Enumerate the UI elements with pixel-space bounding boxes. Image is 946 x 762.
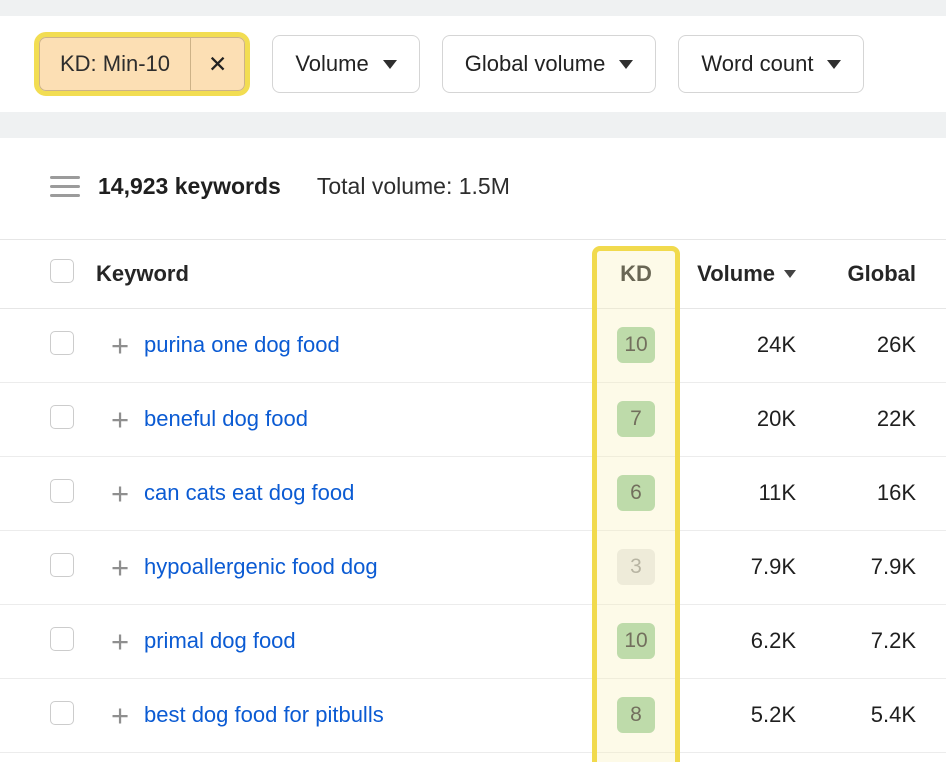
global-volume-value: 22K — [876, 406, 916, 431]
column-header-volume[interactable]: Volume — [681, 261, 796, 287]
chevron-down-icon — [382, 59, 397, 69]
select-all-checkbox[interactable] — [50, 258, 74, 283]
kd-badge: 10 — [617, 623, 655, 659]
add-keyword-icon[interactable]: + — [110, 475, 130, 511]
kd-badge: 8 — [617, 697, 655, 733]
global-volume-value: 16K — [876, 480, 916, 505]
results-panel: 14,923 keywords Total volume: 1.5M Keywo… — [0, 138, 946, 762]
global-volume-filter-dropdown[interactable]: Global volume — [441, 35, 657, 93]
volume-filter-dropdown[interactable]: Volume — [272, 35, 420, 93]
volume-value: 5.2K — [750, 702, 796, 727]
global-volume-value: 7.2K — [870, 628, 916, 653]
filter-bar: KD: Min-10 ✕ Volume Global volume Word c… — [0, 16, 946, 112]
add-keyword-icon[interactable]: + — [110, 549, 130, 585]
add-keyword-icon[interactable]: + — [110, 697, 130, 733]
keyword-link[interactable]: purina one dog food — [144, 332, 340, 357]
kd-filter-label: KD: Min-10 — [60, 51, 171, 76]
column-header-keyword[interactable]: Keyword — [96, 260, 189, 286]
row-checkbox[interactable] — [50, 552, 74, 577]
keyword-link[interactable]: hypoallergenic food dog — [144, 554, 378, 579]
word-count-filter-dropdown[interactable]: Word count — [678, 35, 865, 93]
column-header-volume-label: Volume — [697, 260, 775, 286]
table-header-row: Keyword KD Volume Global — [0, 238, 946, 309]
row-checkbox[interactable] — [50, 478, 74, 503]
global-volume-value: 26K — [876, 332, 916, 357]
chip-divider — [190, 38, 192, 90]
total-volume: Total volume: 1.5M — [316, 172, 510, 199]
add-keyword-icon[interactable]: + — [110, 401, 130, 437]
volume-value: 6.2K — [750, 628, 796, 653]
keyword-link[interactable]: primal dog food — [144, 628, 296, 653]
table-row: + beneful dog food 7 20K 22K — [0, 383, 946, 457]
volume-filter-label: Volume — [295, 51, 369, 76]
row-checkbox[interactable] — [50, 700, 74, 725]
sort-descending-icon — [784, 269, 796, 278]
column-header-global[interactable]: Global — [847, 260, 916, 286]
kd-badge: 6 — [617, 475, 655, 511]
volume-value: 11K — [758, 480, 796, 505]
add-keyword-icon[interactable]: + — [110, 327, 130, 363]
keyword-link[interactable]: beneful dog food — [144, 406, 308, 431]
volume-value: 24K — [756, 332, 796, 357]
kd-filter-highlight: KD: Min-10 ✕ — [34, 32, 251, 96]
add-keyword-icon[interactable]: + — [110, 623, 130, 659]
keywords-count: 14,923 keywords — [98, 172, 281, 199]
table-row: + purina one dog food 10 24K 26K — [0, 309, 946, 383]
volume-value: 20K — [756, 406, 796, 431]
kd-badge: 10 — [617, 327, 655, 363]
keyword-link[interactable]: can cats eat dog food — [144, 480, 355, 505]
global-volume-value: 7.9K — [870, 554, 916, 579]
row-checkbox[interactable] — [50, 404, 74, 429]
kd-badge: 7 — [617, 401, 655, 437]
chevron-down-icon — [619, 59, 634, 69]
global-volume-value: 5.4K — [870, 702, 916, 727]
kd-filter-chip[interactable]: KD: Min-10 ✕ — [39, 37, 246, 91]
keyword-link[interactable]: best dog food for pitbulls — [144, 702, 384, 727]
row-checkbox[interactable] — [50, 330, 74, 355]
table-row: + hypoallergenic food dog 3 7.9K 7.9K — [0, 531, 946, 605]
table-row: + best dog food for pitbulls 8 5.2K 5.4K — [0, 679, 946, 753]
word-count-filter-label: Word count — [701, 51, 814, 76]
column-header-kd[interactable]: KD — [620, 260, 652, 286]
close-icon[interactable]: ✕ — [208, 50, 228, 77]
results-summary: 14,923 keywords Total volume: 1.5M — [0, 138, 946, 203]
table-row: + can cats eat dog food 6 11K 16K — [0, 457, 946, 531]
volume-value: 7.9K — [750, 554, 796, 579]
table-row: + primal dog food 10 6.2K 7.2K — [0, 605, 946, 679]
row-checkbox[interactable] — [50, 626, 74, 651]
chevron-down-icon — [827, 59, 842, 69]
kd-badge: 3 — [617, 549, 655, 585]
menu-icon[interactable] — [50, 170, 80, 203]
global-volume-filter-label: Global volume — [464, 51, 606, 76]
